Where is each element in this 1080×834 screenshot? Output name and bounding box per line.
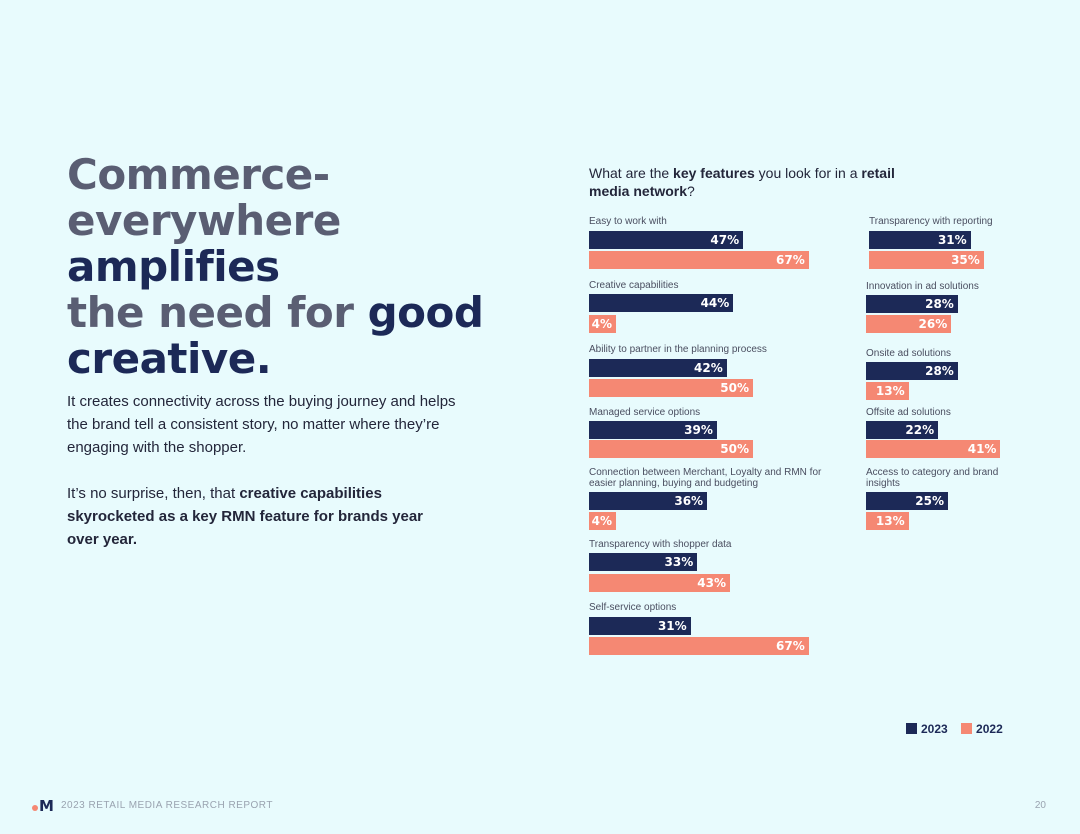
bar-value-label: 4% [591, 514, 612, 528]
category-label: Creative capabilities [589, 280, 679, 291]
category-label: Managed service options [589, 407, 701, 418]
bar-2022: 67% [589, 637, 809, 655]
headline: Commerce- everywhere amplifies the need … [67, 152, 547, 382]
body-paragraph-2: It’s no surprise, then, that creative ca… [67, 482, 457, 551]
bar-2022: 35% [869, 251, 984, 269]
bar-2023: 31% [869, 231, 971, 249]
bar-value-label: 36% [674, 494, 704, 508]
category-label: Transparency with shopper data [589, 539, 732, 550]
headline-line-3a: the need for [67, 288, 368, 337]
body-p2-bold: creative capabilities skyrocketed as a k… [67, 485, 423, 548]
bar-value-label: 4% [591, 317, 612, 331]
bar-2023: 25% [866, 492, 948, 510]
chart-title: What are the key features you look for i… [589, 164, 909, 200]
category-label: Offsite ad solutions [866, 407, 951, 418]
bar-value-label: 41% [967, 442, 997, 456]
bar-2023: 36% [589, 492, 708, 510]
bar-value-label: 31% [937, 233, 967, 247]
legend-label-2023: 2023 [921, 722, 948, 736]
bar-value-label: 44% [700, 296, 730, 310]
logo: M [39, 797, 54, 815]
headline-line-3b: good [367, 288, 484, 337]
bar-2022: 4% [589, 512, 616, 530]
bar-2022: 43% [589, 574, 731, 592]
bar-2023: 28% [866, 295, 958, 313]
headline-line-2b: amplifies [67, 242, 280, 291]
bar-value-label: 33% [664, 555, 694, 569]
headline-line-2a: everywhere [67, 196, 341, 245]
bar-value-label: 47% [710, 233, 740, 247]
headline-line-1: Commerce- [67, 150, 330, 199]
bar-2022: 50% [589, 379, 753, 397]
bar-2022: 4% [589, 315, 616, 333]
category-label: Self-service options [589, 602, 677, 613]
bar-2022: 41% [866, 440, 1001, 458]
logo-dot [32, 805, 38, 811]
chart-title-bold-2: retail media network [589, 165, 895, 199]
bar-value-label: 31% [657, 619, 687, 633]
bar-2023: 28% [866, 362, 958, 380]
legend-item-2022: 2022 [961, 722, 1003, 736]
bar-value-label: 39% [684, 423, 713, 437]
category-label: Innovation in ad solutions [866, 281, 979, 292]
footer: M 2023 RETAIL MEDIA RESEARCH REPORT 20 [24, 797, 1056, 816]
bar-value-label: 25% [915, 494, 944, 508]
legend-swatch-2023 [906, 723, 917, 734]
bar-value-label: 67% [776, 639, 805, 653]
bar-value-label: 43% [697, 576, 727, 590]
chart-title-part-3: ? [687, 183, 695, 199]
bar-2022: 50% [589, 440, 753, 458]
bar-value-label: 28% [925, 364, 954, 378]
bar-value-label: 50% [720, 442, 749, 456]
bar-value-label: 35% [951, 253, 980, 267]
legend: 2023 2022 [906, 722, 1013, 736]
bar-2022: 26% [866, 315, 952, 333]
bar-2023: 39% [589, 421, 717, 439]
body-p2-plain: It’s no surprise, then, that [67, 485, 240, 502]
bar-2023: 22% [866, 421, 939, 439]
bar-value-label: 28% [925, 297, 954, 311]
bar-value-label: 26% [918, 317, 948, 331]
chart-title-bold-1: key features [673, 165, 755, 181]
bar-2022: 67% [589, 251, 809, 269]
page-number: 20 [1034, 800, 1046, 811]
legend-swatch-2022 [961, 723, 973, 734]
chart-title-part-1: What are the [589, 165, 674, 181]
category-label: Transparency with reporting [869, 216, 993, 227]
bar-2023: 42% [589, 359, 727, 377]
bar-value-label: 42% [694, 361, 723, 375]
headline-line-4: creative. [67, 334, 272, 383]
body-paragraph-1: It creates connectivity across the buyin… [67, 393, 456, 456]
bar-value-label: 13% [875, 384, 905, 398]
bar-value-label: 67% [776, 253, 805, 267]
chart-title-part-2: you look for in a [754, 165, 862, 181]
category-label: Connection between Merchant, Loyalty and… [589, 467, 822, 489]
report-name: 2023 RETAIL MEDIA RESEARCH REPORT [61, 800, 273, 811]
bar-2023: 31% [589, 617, 691, 635]
bar-2023: 33% [589, 553, 698, 571]
legend-item-2023: 2023 [906, 722, 948, 736]
category-label: Access to category and brand insights [866, 467, 999, 489]
bar-value-label: 50% [720, 381, 749, 395]
legend-label-2022: 2022 [976, 722, 1003, 736]
bar-2023: 44% [589, 294, 734, 312]
bar-value-label: 22% [905, 423, 935, 437]
bar-2022: 13% [866, 512, 909, 530]
bar-2022: 13% [866, 382, 909, 400]
bar-value-label: 13% [875, 514, 905, 528]
category-label: Onsite ad solutions [866, 348, 952, 359]
category-label: Ability to partner in the planning proce… [589, 344, 767, 355]
category-label: Easy to work with [589, 216, 667, 227]
bar-2023: 47% [589, 231, 744, 249]
